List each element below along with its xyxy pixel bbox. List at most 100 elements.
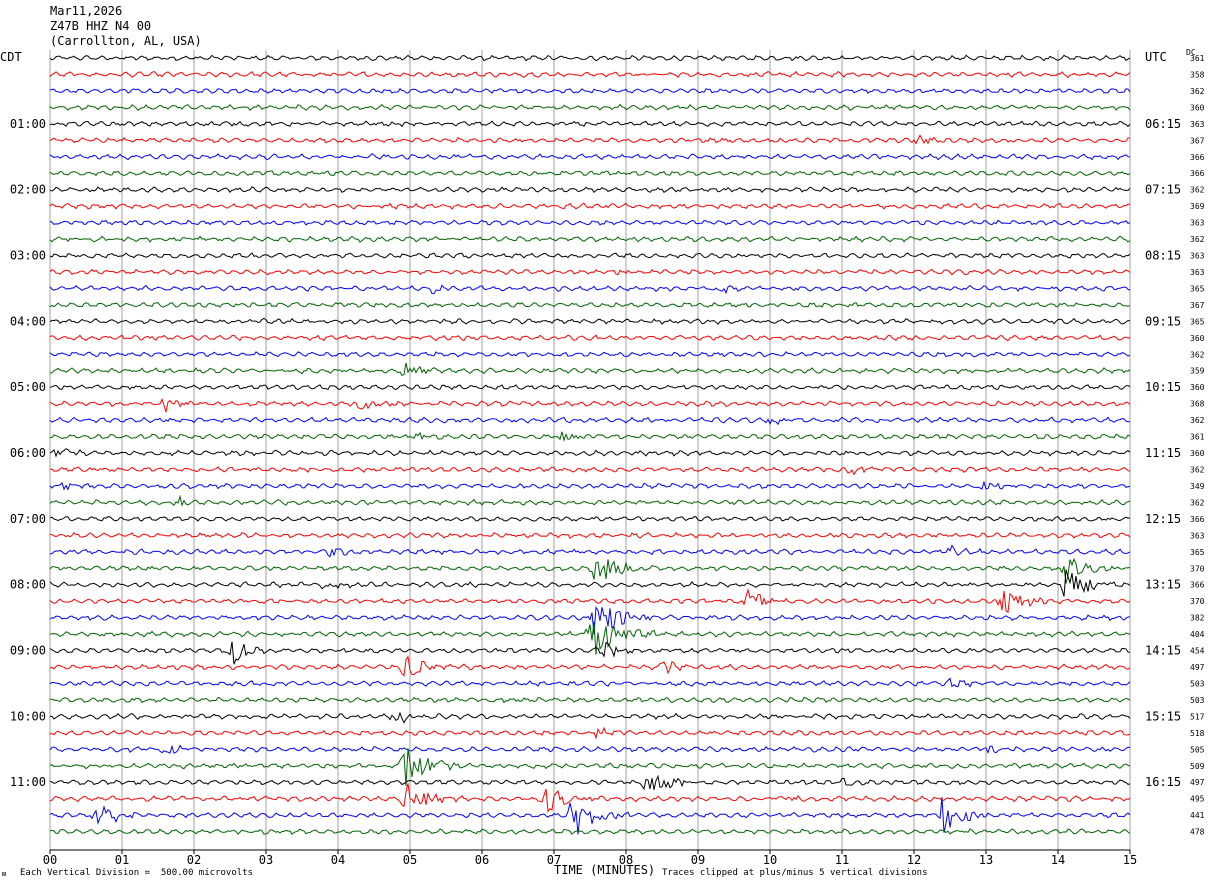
left-timezone-label: CDT: [0, 50, 22, 64]
trace-row-22: [49, 416, 1131, 426]
clip-note: Traces clipped at plus/minus 5 vertical …: [662, 868, 928, 878]
grid: [49, 50, 1131, 850]
left-hour-label: 07:00: [10, 512, 46, 526]
left-hour-label: 08:00: [10, 578, 46, 592]
trace-row-15: [49, 302, 1131, 308]
trace-row-30: [49, 544, 1131, 558]
trace-row-4: [49, 120, 1131, 128]
x-tick-label: 14: [1051, 853, 1065, 867]
dc-offset-label: 370: [1190, 597, 1205, 606]
dc-offset-label: 360: [1190, 334, 1205, 343]
dc-offset-label: 454: [1190, 647, 1205, 656]
dc-offset-label: 361: [1190, 54, 1205, 63]
left-hour-label: 01:00: [10, 117, 46, 131]
dc-offset-label: 366: [1190, 581, 1205, 590]
left-hour-label: 06:00: [10, 446, 46, 460]
left-hour-label: 09:00: [10, 644, 46, 658]
x-tick-label: 09: [691, 853, 705, 867]
x-tick-label: 05: [403, 853, 417, 867]
trace-row-21: [49, 397, 1131, 413]
dc-offset-label: 366: [1190, 153, 1205, 162]
dc-offset-label: 362: [1190, 350, 1205, 359]
trace-row-17: [49, 334, 1131, 342]
dc-offset-label: 509: [1190, 762, 1205, 771]
x-tick-label: 02: [187, 853, 201, 867]
left-hour-label: 04:00: [10, 314, 46, 328]
right-hour-label: 07:15: [1145, 183, 1181, 197]
x-tick-label: 03: [259, 853, 273, 867]
dc-offset-label: 503: [1190, 696, 1205, 705]
dc-offset-label: 349: [1190, 482, 1205, 491]
trace-row-27: [49, 494, 1131, 507]
dc-offset-label: 367: [1190, 136, 1205, 145]
dc-offset-label: 363: [1190, 252, 1205, 261]
x-axis-title: TIME (MINUTES): [554, 863, 656, 877]
x-tick-label: 07: [547, 853, 561, 867]
right-hour-label: 16:15: [1145, 775, 1181, 789]
dc-offset-label: 497: [1190, 778, 1205, 787]
dc-offset-label: 363: [1190, 219, 1205, 228]
dc-offset-label: 362: [1190, 416, 1205, 425]
x-tick-label: 00: [43, 853, 57, 867]
dc-offset-label: 363: [1190, 531, 1205, 540]
right-hour-label: 15:15: [1145, 709, 1181, 723]
dc-offset-label: 361: [1190, 433, 1205, 442]
trace-row-20: [49, 384, 1131, 391]
trace-row-7: [49, 170, 1131, 177]
left-hour-label: 02:00: [10, 183, 46, 197]
trace-row-33: [49, 588, 1131, 614]
trace-row-37: [49, 655, 1131, 677]
trace-row-40: [49, 711, 1131, 724]
dc-offset-label: 365: [1190, 284, 1205, 293]
dc-offset-label: 359: [1190, 367, 1205, 376]
scale-note: Each Vertical Division = 500.00 microvol…: [20, 868, 253, 878]
dc-offset-label: 366: [1190, 515, 1205, 524]
dc-offset-label: 404: [1190, 630, 1205, 639]
location-label: (Carrollton, AL, USA): [50, 34, 202, 48]
trace-row-18: [49, 351, 1131, 358]
trace-row-34: [49, 606, 1131, 635]
right-hour-label: 12:15: [1145, 512, 1181, 526]
trace-row-16: [49, 317, 1131, 325]
right-hour-label: 06:15: [1145, 117, 1181, 131]
left-hour-label: 11:00: [10, 775, 46, 789]
trace-row-9: [49, 202, 1131, 210]
right-timezone-label: UTC: [1145, 50, 1167, 64]
dc-offset-label: 366: [1190, 169, 1205, 178]
dc-offset-label: 503: [1190, 679, 1205, 688]
right-hour-label: 14:15: [1145, 644, 1181, 658]
dc-offset-label: 495: [1190, 795, 1205, 804]
trace-row-6: [49, 153, 1131, 161]
trace-row-44: [49, 774, 1131, 791]
trace-row-25: [49, 466, 1131, 476]
right-hour-label: 08:15: [1145, 249, 1181, 263]
date-label: Mar11,2026: [50, 4, 123, 18]
dc-offset-label: 362: [1190, 186, 1205, 195]
trace-row-12: [49, 252, 1131, 259]
dc-offset-label: 365: [1190, 548, 1205, 557]
dc-offset-label: 370: [1190, 564, 1205, 573]
trace-row-26: [49, 480, 1130, 491]
dc-offset-label: 362: [1190, 87, 1205, 96]
trace-row-38: [49, 677, 1131, 688]
trace-row-19: [49, 362, 1131, 377]
trace-row-5: [49, 134, 1131, 145]
dc-offset-label: 360: [1190, 103, 1205, 112]
trace-row-11: [49, 235, 1131, 243]
trace-row-42: [49, 744, 1131, 755]
station-label: Z47B HHZ N4 00: [50, 19, 152, 33]
dc-offset-label: 382: [1190, 614, 1205, 623]
trace-row-45: [49, 783, 1131, 813]
dc-offset-label: 441: [1190, 811, 1205, 820]
right-hour-label: 09:15: [1145, 314, 1181, 328]
left-hour-label: 10:00: [10, 709, 46, 723]
x-tick-label: 06: [475, 853, 489, 867]
x-tick-label: 15: [1123, 853, 1137, 867]
dc-offset-label: 360: [1190, 383, 1205, 392]
left-hour-label: 05:00: [10, 380, 46, 394]
left-hour-label: 03:00: [10, 249, 46, 263]
trace-row-29: [49, 531, 1131, 539]
right-hour-label: 13:15: [1145, 578, 1181, 592]
dc-column-label: DC: [1186, 48, 1196, 57]
